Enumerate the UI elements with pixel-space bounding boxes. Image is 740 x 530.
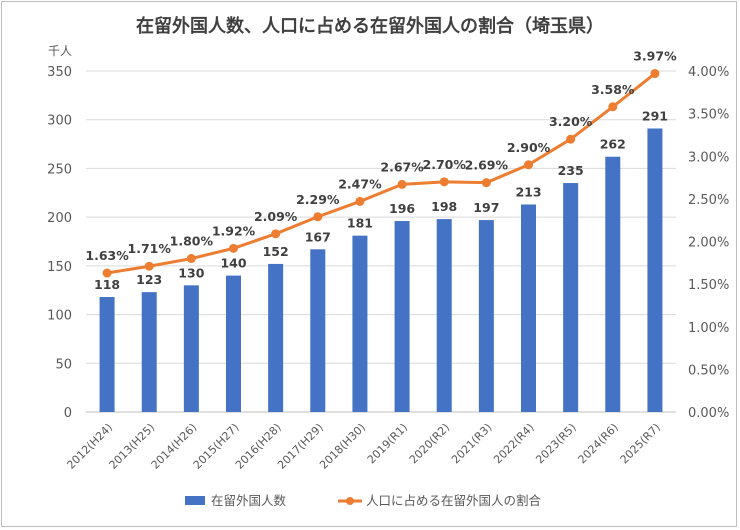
bar [268, 263, 284, 412]
right-tick-label: 0.00% [688, 406, 729, 421]
bar-value-label: 198 [431, 199, 457, 214]
bar-value-label: 167 [305, 229, 331, 244]
right-tick-label: 1.50% [688, 278, 729, 293]
line-point [144, 261, 154, 271]
line-point [608, 102, 618, 112]
x-axis: 2012(H24)2013(H25)2014(H26)2015(H27)2016… [64, 421, 663, 472]
legend-line-label: 人口に占める在留外国人の割合 [366, 493, 542, 508]
line-point [439, 177, 449, 187]
bar [226, 275, 241, 412]
bar-value-label: 140 [220, 256, 246, 271]
line-point [650, 69, 660, 79]
left-tick-label: 300 [47, 114, 72, 129]
legend-line-marker [346, 497, 354, 505]
right-tick-label: 2.50% [688, 193, 729, 208]
line-point [271, 229, 281, 239]
left-tick-label: 100 [47, 309, 72, 324]
left-tick-label: 250 [47, 162, 72, 177]
x-tick-label: 2023(R5) [533, 421, 578, 466]
bar [436, 219, 452, 412]
left-axis: 0 50 100 150 200 250 300 350 [47, 65, 72, 421]
bar-value-label: 213 [515, 184, 541, 199]
right-axis: 0.00% 0.50% 1.00% 1.50% 2.00% 2.50% 3.00% 3.50%… [688, 65, 729, 421]
line-point [102, 268, 112, 278]
bar [394, 221, 410, 412]
bar [183, 285, 199, 412]
line-value-label: 2.69% [465, 158, 509, 173]
legend: 在留外国人数 人口に占める在留外国人の割合 [185, 493, 542, 508]
left-tick-label: 50 [55, 357, 72, 372]
bar-series: 118 123 130 140 152 167 181 196 198 197 213 235 262 2… [94, 108, 668, 413]
line-point [186, 254, 196, 264]
bar [478, 220, 494, 412]
left-tick-label: 150 [47, 260, 72, 275]
x-tick-label: 2022(R4) [491, 421, 536, 466]
left-axis-unit-label: 千人 [48, 44, 73, 58]
x-tick-label: 2021(R3) [449, 421, 494, 466]
line-value-label: 3.20% [549, 114, 593, 129]
line-value-label: 3.58% [591, 82, 635, 97]
x-tick-label: 2024(R6) [575, 421, 620, 466]
left-tick-label: 350 [47, 65, 72, 80]
bar-value-label: 118 [94, 277, 120, 292]
line-value-label: 1.92% [212, 223, 256, 238]
bar-value-label: 235 [558, 163, 584, 178]
bar [141, 292, 157, 412]
x-tick-label: 2019(R1) [365, 421, 410, 466]
right-tick-label: 2.00% [688, 236, 729, 251]
line-point [566, 134, 576, 144]
left-tick-label: 0 [64, 406, 72, 421]
right-tick-label: 0.50% [688, 363, 729, 378]
line-point [313, 212, 323, 222]
bar [647, 128, 663, 413]
line-point [355, 196, 365, 206]
line-value-label: 2.29% [296, 192, 340, 207]
right-tick-label: 3.00% [688, 150, 729, 165]
line-value-label: 2.90% [507, 140, 551, 155]
left-tick-label: 200 [47, 211, 72, 226]
line-value-label: 2.67% [380, 159, 424, 174]
bar-value-label: 197 [473, 200, 499, 215]
x-tick-label: 2025(R7) [618, 421, 663, 466]
chart-title: 在留外国人数、人口に占める在留外国人の割合（埼玉県） [136, 16, 604, 37]
bar [352, 235, 368, 412]
x-tick-label: 2020(R2) [407, 421, 452, 466]
bar [563, 183, 579, 412]
bar-value-label: 181 [347, 216, 373, 231]
line-value-label: 1.63% [85, 248, 129, 263]
x-tick-label: 2018(H30) [317, 421, 368, 472]
line-value-label: 2.47% [338, 176, 382, 191]
line-series: 1.63%1.71%1.80%1.92%2.09% 2.29%2.47% 2.67%… [85, 49, 677, 278]
right-tick-label: 1.00% [688, 321, 729, 336]
line-value-label: 1.80% [170, 234, 214, 249]
line-value-label: 3.97% [633, 49, 677, 64]
line-path [106, 72, 656, 275]
bar-value-label: 196 [389, 201, 415, 216]
right-tick-label: 3.50% [688, 108, 729, 123]
legend-bar-label: 在留外国人数 [211, 493, 287, 508]
bar-value-label: 262 [600, 137, 626, 152]
bar-value-label: 152 [263, 244, 289, 259]
line-value-label: 1.71% [128, 241, 172, 256]
bar [521, 204, 536, 412]
bar-value-label: 130 [178, 265, 204, 280]
line-point [524, 160, 533, 170]
line-point [229, 243, 238, 253]
legend-bar-swatch [185, 496, 205, 505]
right-tick-label: 4.00% [688, 65, 729, 80]
bar-value-label: 291 [642, 108, 668, 123]
line-value-label: 2.70% [423, 157, 467, 172]
bar [605, 156, 621, 412]
line-point [481, 178, 491, 188]
line-point [397, 179, 407, 189]
line-value-label: 2.09% [254, 209, 298, 224]
bar [310, 249, 326, 412]
bar [99, 297, 115, 412]
bar-value-label: 123 [136, 272, 162, 287]
